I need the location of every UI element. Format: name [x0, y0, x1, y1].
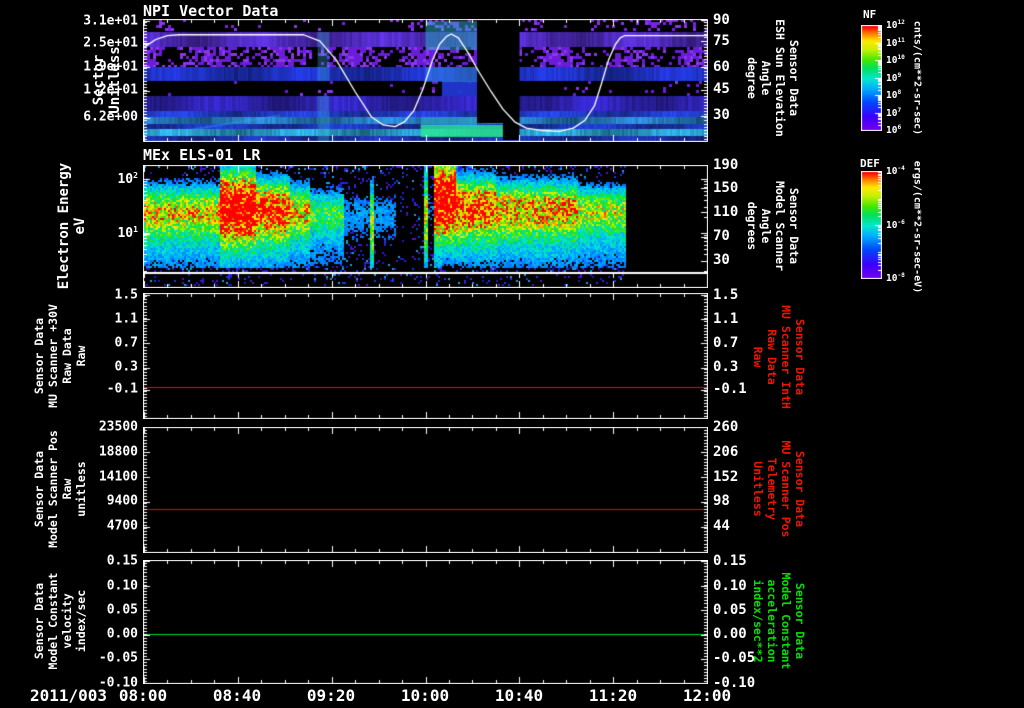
x-tick-label: 08:40	[212, 686, 262, 705]
def-colorbar-units: ergs/(cm**2-sr-sec-eV)	[911, 160, 923, 294]
model-scanner-pos-left-axis-title: Sensor Data Model Scanner Pos Raw unitle…	[32, 430, 88, 548]
y-tick-label-right: 260	[713, 419, 739, 435]
y-tick-label-left: 1.1	[114, 311, 138, 327]
panel-npi-title: NPI Vector Data	[143, 2, 279, 20]
mu-scanner-inth-right-axis-title: Sensor Data MU Scanner IntH Raw Data Raw	[751, 305, 807, 409]
model-scanner-angle-right-axis-title: Sensor Data Model Scanner Angle degrees	[745, 180, 801, 272]
model-constant-accel-right-axis-title: Sensor Data Model Constant acceleration …	[751, 572, 807, 670]
y-tick-label-left: -0.1	[106, 381, 138, 397]
y-tick-label-left: -0.10	[98, 675, 138, 691]
y-tick-label-right: 90	[713, 12, 730, 29]
y-tick-label-left: 102	[117, 170, 138, 188]
y-tick-label-left: 2.5e+01	[83, 35, 138, 51]
model-constant-velocity-left-axis-title: Sensor Data Model Constant velocity inde…	[32, 572, 88, 670]
y-tick-label-right: 0.05	[713, 601, 747, 618]
x-tick-label: 11:20	[588, 686, 638, 705]
mu-scanner-30v-left-axis-title: Sensor Data MU Scanner +30V Raw Data Raw	[32, 304, 88, 408]
npi-spectrogram-canvas	[143, 19, 708, 142]
sun-elevation-right-axis-title: Sensor Data ESH Sun Elevation Angle degr…	[745, 19, 801, 137]
y-tick-label-right: 152	[713, 469, 739, 485]
y-tick-label-left: 0.7	[114, 335, 138, 351]
colorbar-tick-label: 108	[886, 88, 902, 102]
y-tick-label-left: 1.9e+01	[83, 59, 138, 75]
colorbar-tick-label: 1012	[886, 18, 905, 32]
colorbar-tick-label: 1011	[886, 36, 905, 49]
y-tick-label-left: 0.15	[106, 553, 138, 569]
y-tick-label-right: 150	[713, 179, 739, 196]
mu-scanner-30v-plot-canvas	[143, 293, 708, 419]
model-scanner-pos-plot-canvas	[143, 427, 708, 553]
y-tick-label-left: 6.2e+00	[83, 109, 138, 125]
y-tick-label-right: 0.3	[713, 359, 739, 375]
y-tick-label-left: 0.05	[106, 602, 138, 618]
y-tick-label-left: 23500	[98, 419, 138, 435]
y-tick-label-right: 1.5	[713, 287, 739, 303]
y-tick-label-right: 30	[713, 107, 730, 123]
x-axis-date-label: 2011/003	[30, 686, 108, 705]
x-tick-label: 10:40	[494, 686, 544, 705]
y-tick-label-right: -0.05	[713, 650, 756, 667]
x-tick-label: 12:00	[682, 686, 732, 705]
x-tick-label: 08:00	[118, 686, 168, 705]
y-tick-label-right: 1.1	[713, 311, 739, 327]
y-tick-label-right: 0.10	[713, 577, 747, 594]
els-spectrogram-canvas	[143, 165, 708, 288]
y-tick-label-left: 18800	[98, 444, 138, 460]
y-tick-label-left: 101	[117, 224, 138, 242]
panel-els-title: MEx ELS-01 LR	[143, 146, 261, 164]
y-tick-label-right: 0.00	[713, 626, 747, 643]
x-tick-label: 10:00	[400, 686, 450, 705]
y-tick-label-left: 1.2e+01	[83, 82, 138, 98]
els-left-axis-title: Electron Energy eV	[56, 162, 88, 290]
colorbar-tick-label: 107	[886, 106, 902, 119]
y-tick-label-left: 4700	[106, 518, 138, 534]
y-tick-label-right: 60	[713, 58, 730, 75]
nf-colorbar-title: NF	[863, 8, 877, 21]
mu-scanner-pos-right-axis-title: Sensor Data MU Scanner Pos Telemetry Uni…	[751, 440, 807, 538]
y-tick-label-right: -0.10	[713, 675, 756, 691]
y-tick-label-left: 0.3	[114, 359, 138, 375]
colorbar-tick-label: 10-8	[886, 271, 905, 285]
y-tick-label-left: 9400	[106, 493, 138, 509]
y-tick-label-left: 14100	[98, 469, 138, 485]
model-constant-velocity-plot-canvas	[143, 560, 708, 684]
y-tick-label-right: 190	[713, 157, 739, 173]
y-tick-label-right: 75	[713, 33, 730, 50]
y-tick-label-left: 0.00	[106, 626, 138, 642]
colorbar-tick-label: 109	[886, 71, 902, 84]
y-tick-label-right: 0.15	[713, 552, 747, 569]
y-tick-label-right: -0.1	[713, 381, 747, 397]
colorbar-tick-label: 10-6	[886, 218, 905, 231]
y-tick-label-left: 0.10	[106, 578, 138, 594]
npi-left-axis-title: Sector Unitless	[91, 46, 123, 114]
def-colorbar	[861, 171, 882, 279]
y-tick-label-right: 98	[713, 493, 730, 509]
colorbar-tick-label: 1010	[886, 53, 905, 67]
nf-colorbar-units: cnts/(cm**2-sr-sec)	[911, 20, 923, 136]
y-tick-label-left: 1.5	[114, 287, 138, 303]
y-tick-label-left: -0.05	[98, 650, 138, 666]
y-tick-label-right: 70	[713, 228, 730, 244]
colorbar-tick-label: 106	[886, 123, 902, 137]
def-colorbar-title: DEF	[860, 157, 880, 170]
colorbar-tick-label: 10-4	[886, 164, 905, 178]
y-tick-label-right: 45	[713, 81, 730, 98]
nf-colorbar	[861, 25, 882, 131]
y-tick-label-right: 206	[713, 444, 739, 460]
y-tick-label-right: 110	[713, 203, 739, 220]
y-tick-label-right: 44	[713, 518, 730, 534]
x-tick-label: 09:20	[306, 686, 356, 705]
y-tick-label-right: 30	[713, 252, 730, 269]
y-tick-label-right: 0.7	[713, 335, 739, 351]
y-tick-label-left: 3.1e+01	[83, 13, 138, 29]
